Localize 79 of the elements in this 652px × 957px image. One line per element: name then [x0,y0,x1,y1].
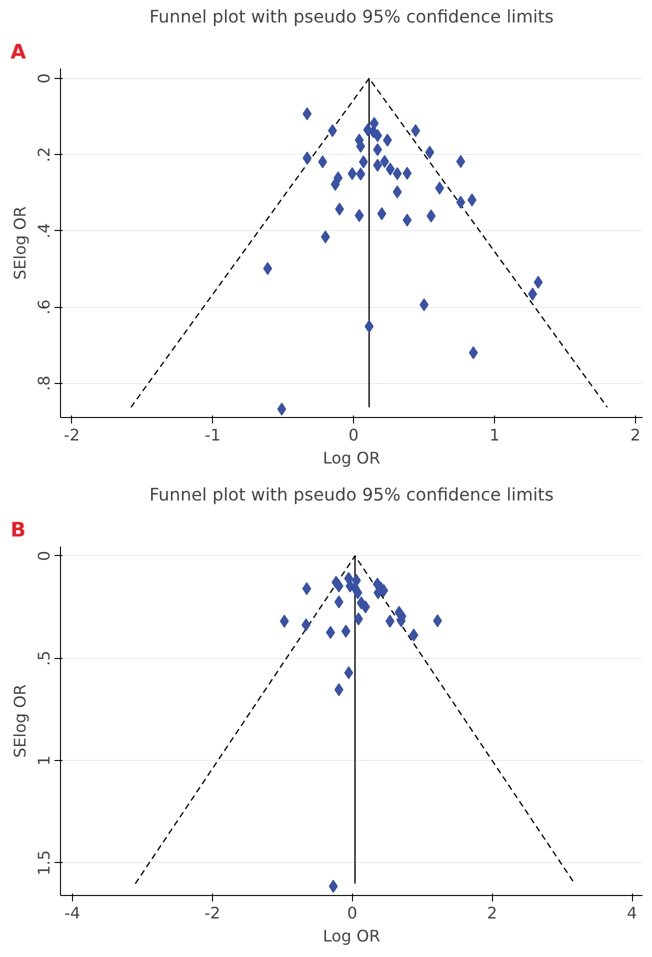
y-tick-label: 1.5 [34,850,54,876]
point [385,614,394,628]
point [392,185,402,198]
point [467,193,476,206]
point [302,152,312,165]
x-axis-title: Log OR [322,448,380,468]
point [335,202,344,216]
y-tick-label: .8 [34,376,54,391]
x-axis-title: Log OR [322,926,380,946]
point [433,614,442,628]
point [373,129,382,142]
point [348,167,357,180]
point [425,146,434,159]
point [320,230,330,244]
point [456,154,466,168]
x-tick-label: 0 [348,426,359,444]
point [411,124,420,138]
point [358,155,368,168]
point [354,612,363,626]
point [402,166,412,180]
point [326,626,336,639]
point [353,586,362,600]
x-tick-label: -2 [64,426,80,444]
point [277,402,286,416]
x-tick-label: -1 [204,426,221,444]
point [373,143,382,156]
text: A [10,40,26,64]
point [373,158,382,172]
point [435,182,444,195]
point [456,196,466,209]
point [420,298,429,312]
x-tick-label: 0 [347,904,358,922]
point [334,579,344,592]
x-tick-label: -2 [204,904,220,922]
point [392,167,402,180]
point [334,683,344,696]
point [402,214,412,227]
y-tick-label: 0 [34,73,54,84]
x-tick-label: 4 [626,904,638,922]
point [409,628,418,642]
chart-title: Funnel plot with pseudo 95% confidence limits [149,8,554,28]
y-tick-label: .4 [34,223,54,238]
point [386,162,395,176]
point [330,178,340,191]
point [341,624,350,638]
point [318,155,328,168]
point [354,209,364,222]
point [328,880,338,893]
point [468,346,478,360]
y-tick-label: .2 [34,146,54,162]
point [356,168,366,181]
y-tick-label: 0 [34,550,54,561]
y-axis-title: SElog OR [10,206,30,280]
x-tick-label: 2 [630,426,641,444]
y-tick-label: .6 [34,299,54,315]
point [426,209,436,222]
point [364,320,374,333]
point [377,207,386,220]
point [528,288,538,301]
y-tick-label: 1 [34,755,54,766]
point [302,618,311,632]
chart-title: Funnel plot with pseudo 95% confidence limits [149,486,554,506]
point [328,124,337,138]
point [263,262,272,276]
point [534,276,543,289]
text: B [10,518,26,542]
point [334,595,344,608]
point [302,107,312,120]
point [360,600,370,614]
point [382,134,392,147]
point [280,614,289,628]
x-tick-label: -4 [64,904,80,922]
y-tick-label: .5 [34,650,54,666]
point [380,154,390,168]
point [302,582,312,596]
x-tick-label: 2 [487,904,498,922]
point [344,666,354,680]
x-tick-label: 1 [489,426,500,444]
y-axis-title: SElog OR [10,684,30,758]
